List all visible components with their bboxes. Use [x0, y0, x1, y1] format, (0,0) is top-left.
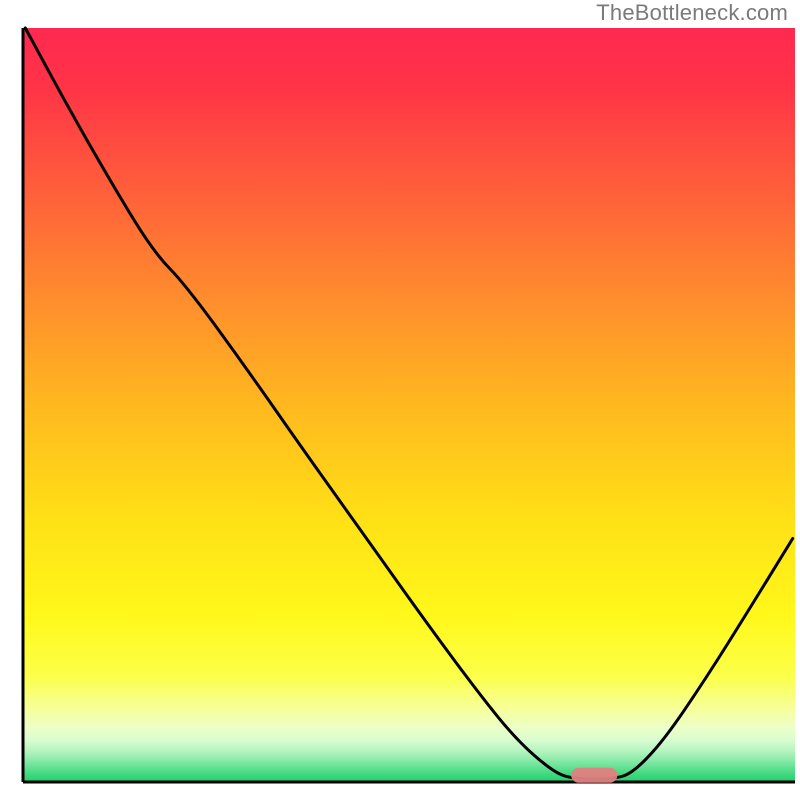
- optimal-marker: [571, 768, 617, 783]
- bottleneck-chart: [0, 0, 800, 800]
- chart-background: [23, 28, 795, 782]
